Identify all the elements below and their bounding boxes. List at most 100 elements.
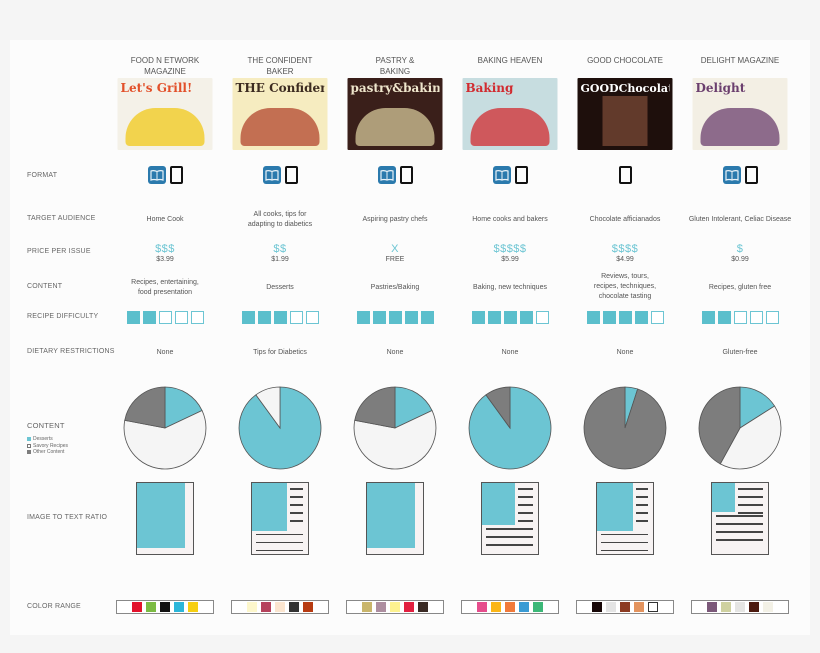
magazine-title: BAKING HEAVEN — [452, 55, 568, 66]
text-line — [290, 488, 303, 490]
difficulty-empty-square — [158, 311, 172, 324]
color-swatch — [519, 602, 529, 612]
difficulty-filled-square — [388, 311, 402, 324]
target-audience: Home cooks and bakers — [452, 215, 568, 225]
color-swatch — [735, 602, 745, 612]
cover-masthead: Delight — [695, 82, 746, 95]
magazine-cover: Baking — [452, 78, 568, 150]
content-description: Pastries/Baking — [337, 283, 453, 293]
text-line — [636, 496, 648, 498]
target-audience: Chocolate afficianados — [567, 215, 683, 225]
row-label-dietary: DIETARY RESTRICTIONS — [27, 348, 115, 355]
price: $$$$ $4.99 — [567, 244, 683, 264]
magazine-cover: pastry&baking — [337, 78, 453, 150]
content-pie-chart — [682, 386, 798, 470]
target-audience-text: All cooks, tips for — [253, 211, 307, 218]
text-line — [518, 488, 533, 490]
target-audience: Aspiring pastry chefs — [337, 215, 453, 225]
price: $ $0.99 — [682, 244, 798, 264]
text-line — [290, 496, 303, 498]
target-audience-text: Home Cook — [146, 216, 184, 223]
image-text-ratio-diagram — [222, 482, 338, 555]
text-line — [716, 523, 763, 525]
dietary-restriction: None — [156, 349, 174, 356]
magazine-title-line: MAGAZINE — [144, 67, 186, 76]
color-range — [682, 600, 798, 614]
color-range — [222, 600, 338, 614]
color-swatch — [491, 602, 501, 612]
cover-art — [355, 108, 435, 146]
difficulty-filled-square — [420, 311, 434, 324]
format-icons — [107, 166, 223, 184]
color-swatch — [174, 602, 184, 612]
text-line — [486, 536, 533, 538]
price-value: $0.99 — [731, 256, 749, 263]
image-text-ratio-diagram — [567, 482, 683, 555]
color-swatch — [132, 602, 142, 612]
color-swatch — [634, 602, 644, 612]
price: $$$ $3.99 — [107, 244, 223, 264]
price-value: $3.99 — [156, 256, 174, 263]
tablet-icon — [514, 166, 528, 184]
text-line — [256, 541, 303, 544]
row-label-target-audience: TARGET AUDIENCE — [27, 215, 96, 222]
image-text-ratio-diagram — [337, 482, 453, 555]
text-line — [716, 515, 763, 517]
row-label-image-text-ratio: IMAGE TO TEXT RATIO — [27, 514, 108, 521]
print-book-icon — [377, 166, 396, 184]
price-value: $5.99 — [501, 256, 519, 263]
image-text-ratio-diagram — [682, 482, 798, 555]
cover-masthead: GOODChocolate — [580, 82, 670, 95]
text-line — [256, 549, 303, 552]
color-palette — [231, 600, 329, 614]
difficulty-empty-square — [305, 311, 319, 324]
content-description: Reviews, tours, recipes, techniques, choco… — [567, 272, 683, 302]
content-text: Recipes, entertaining, — [131, 279, 199, 286]
magazine-title-line: BAKER — [266, 67, 294, 76]
cover-masthead: Let's Grill! — [120, 82, 193, 95]
content-text: food presentation — [137, 289, 193, 296]
cover-image: THE Confident BAKER — [232, 78, 328, 150]
difficulty-filled-square — [586, 311, 600, 324]
print-book-icon — [147, 166, 166, 184]
difficulty-filled-square — [273, 311, 287, 324]
price: X FREE — [337, 244, 453, 264]
price-value: FREE — [385, 256, 405, 263]
recipe-difficulty-rating — [107, 311, 223, 324]
image-block — [597, 483, 634, 531]
magazine-title: DELIGHT MAGAZINE — [682, 55, 798, 66]
tablet-icon — [618, 166, 632, 184]
page-icon — [711, 482, 769, 555]
text-line — [486, 544, 533, 546]
magazine-title: THE CONFIDENT BAKER — [222, 55, 338, 77]
cover-art — [125, 108, 205, 146]
difficulty-filled-square — [257, 311, 271, 324]
text-line — [738, 496, 763, 498]
tablet-icon — [399, 166, 413, 184]
text-line — [601, 533, 648, 536]
text-line — [738, 504, 763, 506]
recipe-difficulty-rating — [452, 311, 568, 324]
target-audience-text: Aspiring pastry chefs — [362, 216, 428, 223]
format-icons — [337, 166, 453, 184]
row-label-recipe-difficulty: RECIPE DIFFICULTY — [27, 313, 99, 320]
difficulty-filled-square — [519, 311, 533, 324]
price-value: $4.99 — [616, 256, 634, 263]
content-description: Desserts — [222, 283, 338, 293]
price-symbol: $$$$$ — [493, 243, 527, 255]
magazine-title-line: BAKING — [379, 67, 411, 76]
cover-art — [470, 108, 550, 146]
magazine-title: PASTRY & BAKING — [337, 55, 453, 77]
color-swatch — [289, 602, 299, 612]
difficulty-filled-square — [717, 311, 731, 324]
page-icon — [251, 482, 309, 555]
cover-art — [700, 108, 780, 146]
magazine-title-line: FOOD N ETWORK — [130, 56, 200, 65]
difficulty-filled-square — [356, 311, 370, 324]
price-symbol: $$$ — [155, 243, 175, 255]
color-swatch — [362, 602, 372, 612]
text-line — [486, 528, 533, 530]
text-line — [636, 520, 648, 522]
recipe-difficulty-rating — [337, 311, 453, 324]
row-label-content-chart: CONTENT — [27, 421, 65, 430]
